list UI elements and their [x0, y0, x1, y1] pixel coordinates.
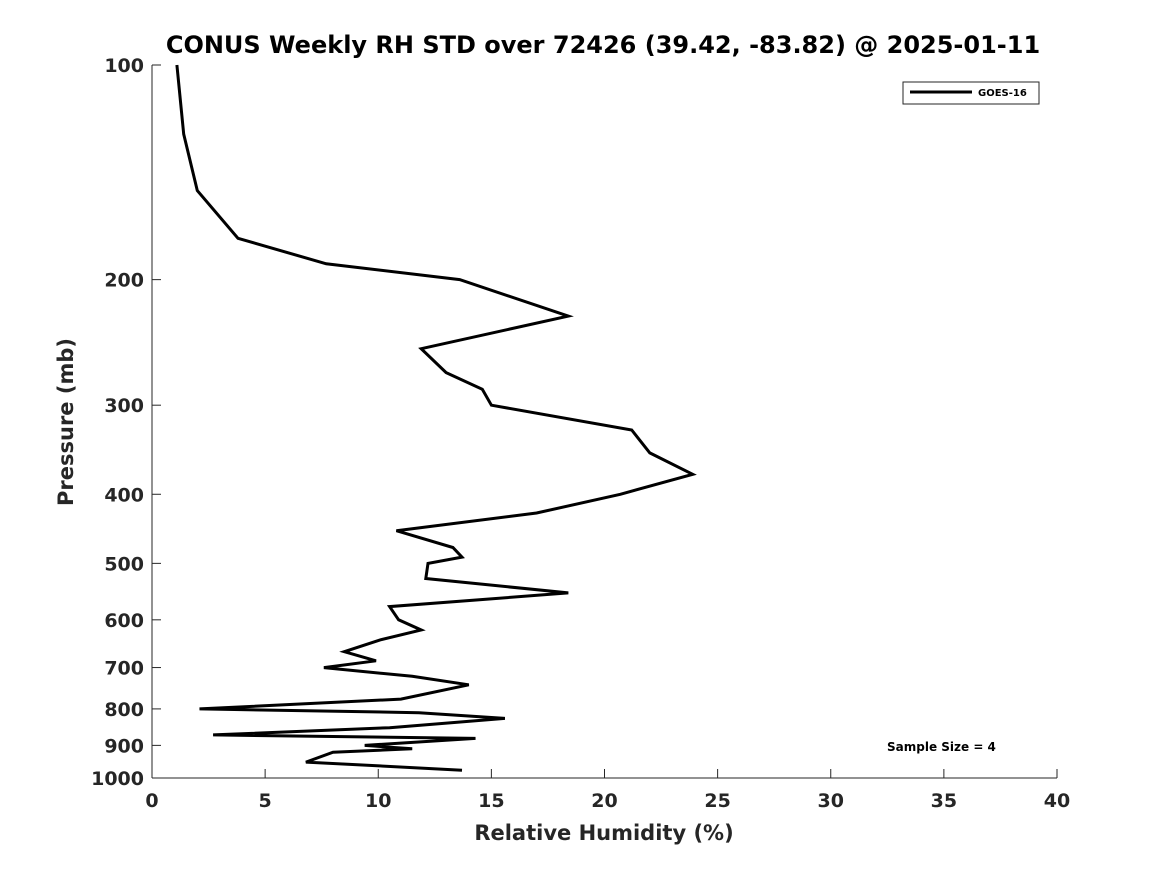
- sample-size-annotation: Sample Size = 4: [887, 740, 996, 754]
- x-tick-label: 20: [591, 790, 617, 812]
- legend: GOES-16: [902, 81, 1040, 105]
- x-tick-label: 35: [931, 790, 957, 812]
- y-tick-label: 300: [104, 395, 144, 417]
- y-axis-label: Pressure (mb): [54, 338, 78, 506]
- plot-area: [152, 65, 1057, 778]
- x-tick-label: 15: [478, 790, 504, 812]
- x-axis-label: Relative Humidity (%): [474, 821, 733, 845]
- legend-label: GOES-16: [978, 88, 1027, 99]
- y-axis-ticks: 100 200 300 400 500 600 700 800 900 1000: [91, 55, 161, 790]
- y-tick-label: 200: [104, 270, 144, 292]
- chart-title: CONUS Weekly RH STD over 72426 (39.42, -…: [166, 31, 1040, 59]
- x-tick-label: 25: [704, 790, 730, 812]
- x-tick-label: 10: [365, 790, 391, 812]
- y-tick-label: 100: [104, 55, 144, 77]
- x-tick-label: 0: [145, 790, 158, 812]
- y-tick-label: 800: [104, 699, 144, 721]
- x-tick-label: 30: [818, 790, 844, 812]
- y-tick-label: 700: [104, 658, 144, 680]
- series-line-goes-16: [175, 64, 697, 772]
- x-tick-label: 40: [1044, 790, 1070, 812]
- y-tick-label: 600: [104, 610, 144, 632]
- x-axis-ticks: 0 5 10 15 20 25 30 35 40: [145, 769, 1070, 812]
- y-tick-label: 500: [104, 553, 144, 575]
- x-tick-label: 5: [259, 790, 272, 812]
- y-tick-label: 1000: [91, 768, 144, 790]
- y-tick-label: 400: [104, 484, 144, 506]
- y-tick-label: 900: [104, 735, 144, 757]
